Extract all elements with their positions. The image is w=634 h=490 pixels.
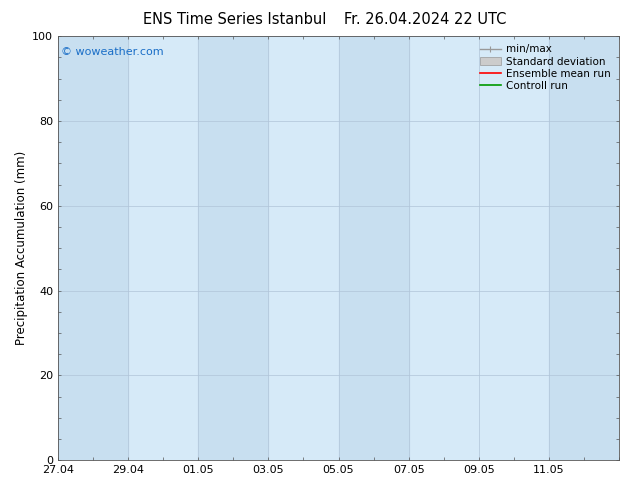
Bar — [198, 36, 268, 460]
Bar — [339, 36, 409, 460]
Y-axis label: Precipitation Accumulation (mm): Precipitation Accumulation (mm) — [15, 151, 28, 345]
Legend: min/max, Standard deviation, Ensemble mean run, Controll run: min/max, Standard deviation, Ensemble me… — [477, 41, 614, 94]
Bar — [549, 36, 619, 460]
Text: © woweather.com: © woweather.com — [61, 47, 164, 57]
Text: ENS Time Series Istanbul: ENS Time Series Istanbul — [143, 12, 327, 27]
Text: Fr. 26.04.2024 22 UTC: Fr. 26.04.2024 22 UTC — [344, 12, 506, 27]
Bar — [58, 36, 128, 460]
